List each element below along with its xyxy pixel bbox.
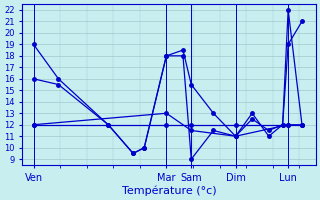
X-axis label: Température (°c): Température (°c)	[122, 185, 216, 196]
